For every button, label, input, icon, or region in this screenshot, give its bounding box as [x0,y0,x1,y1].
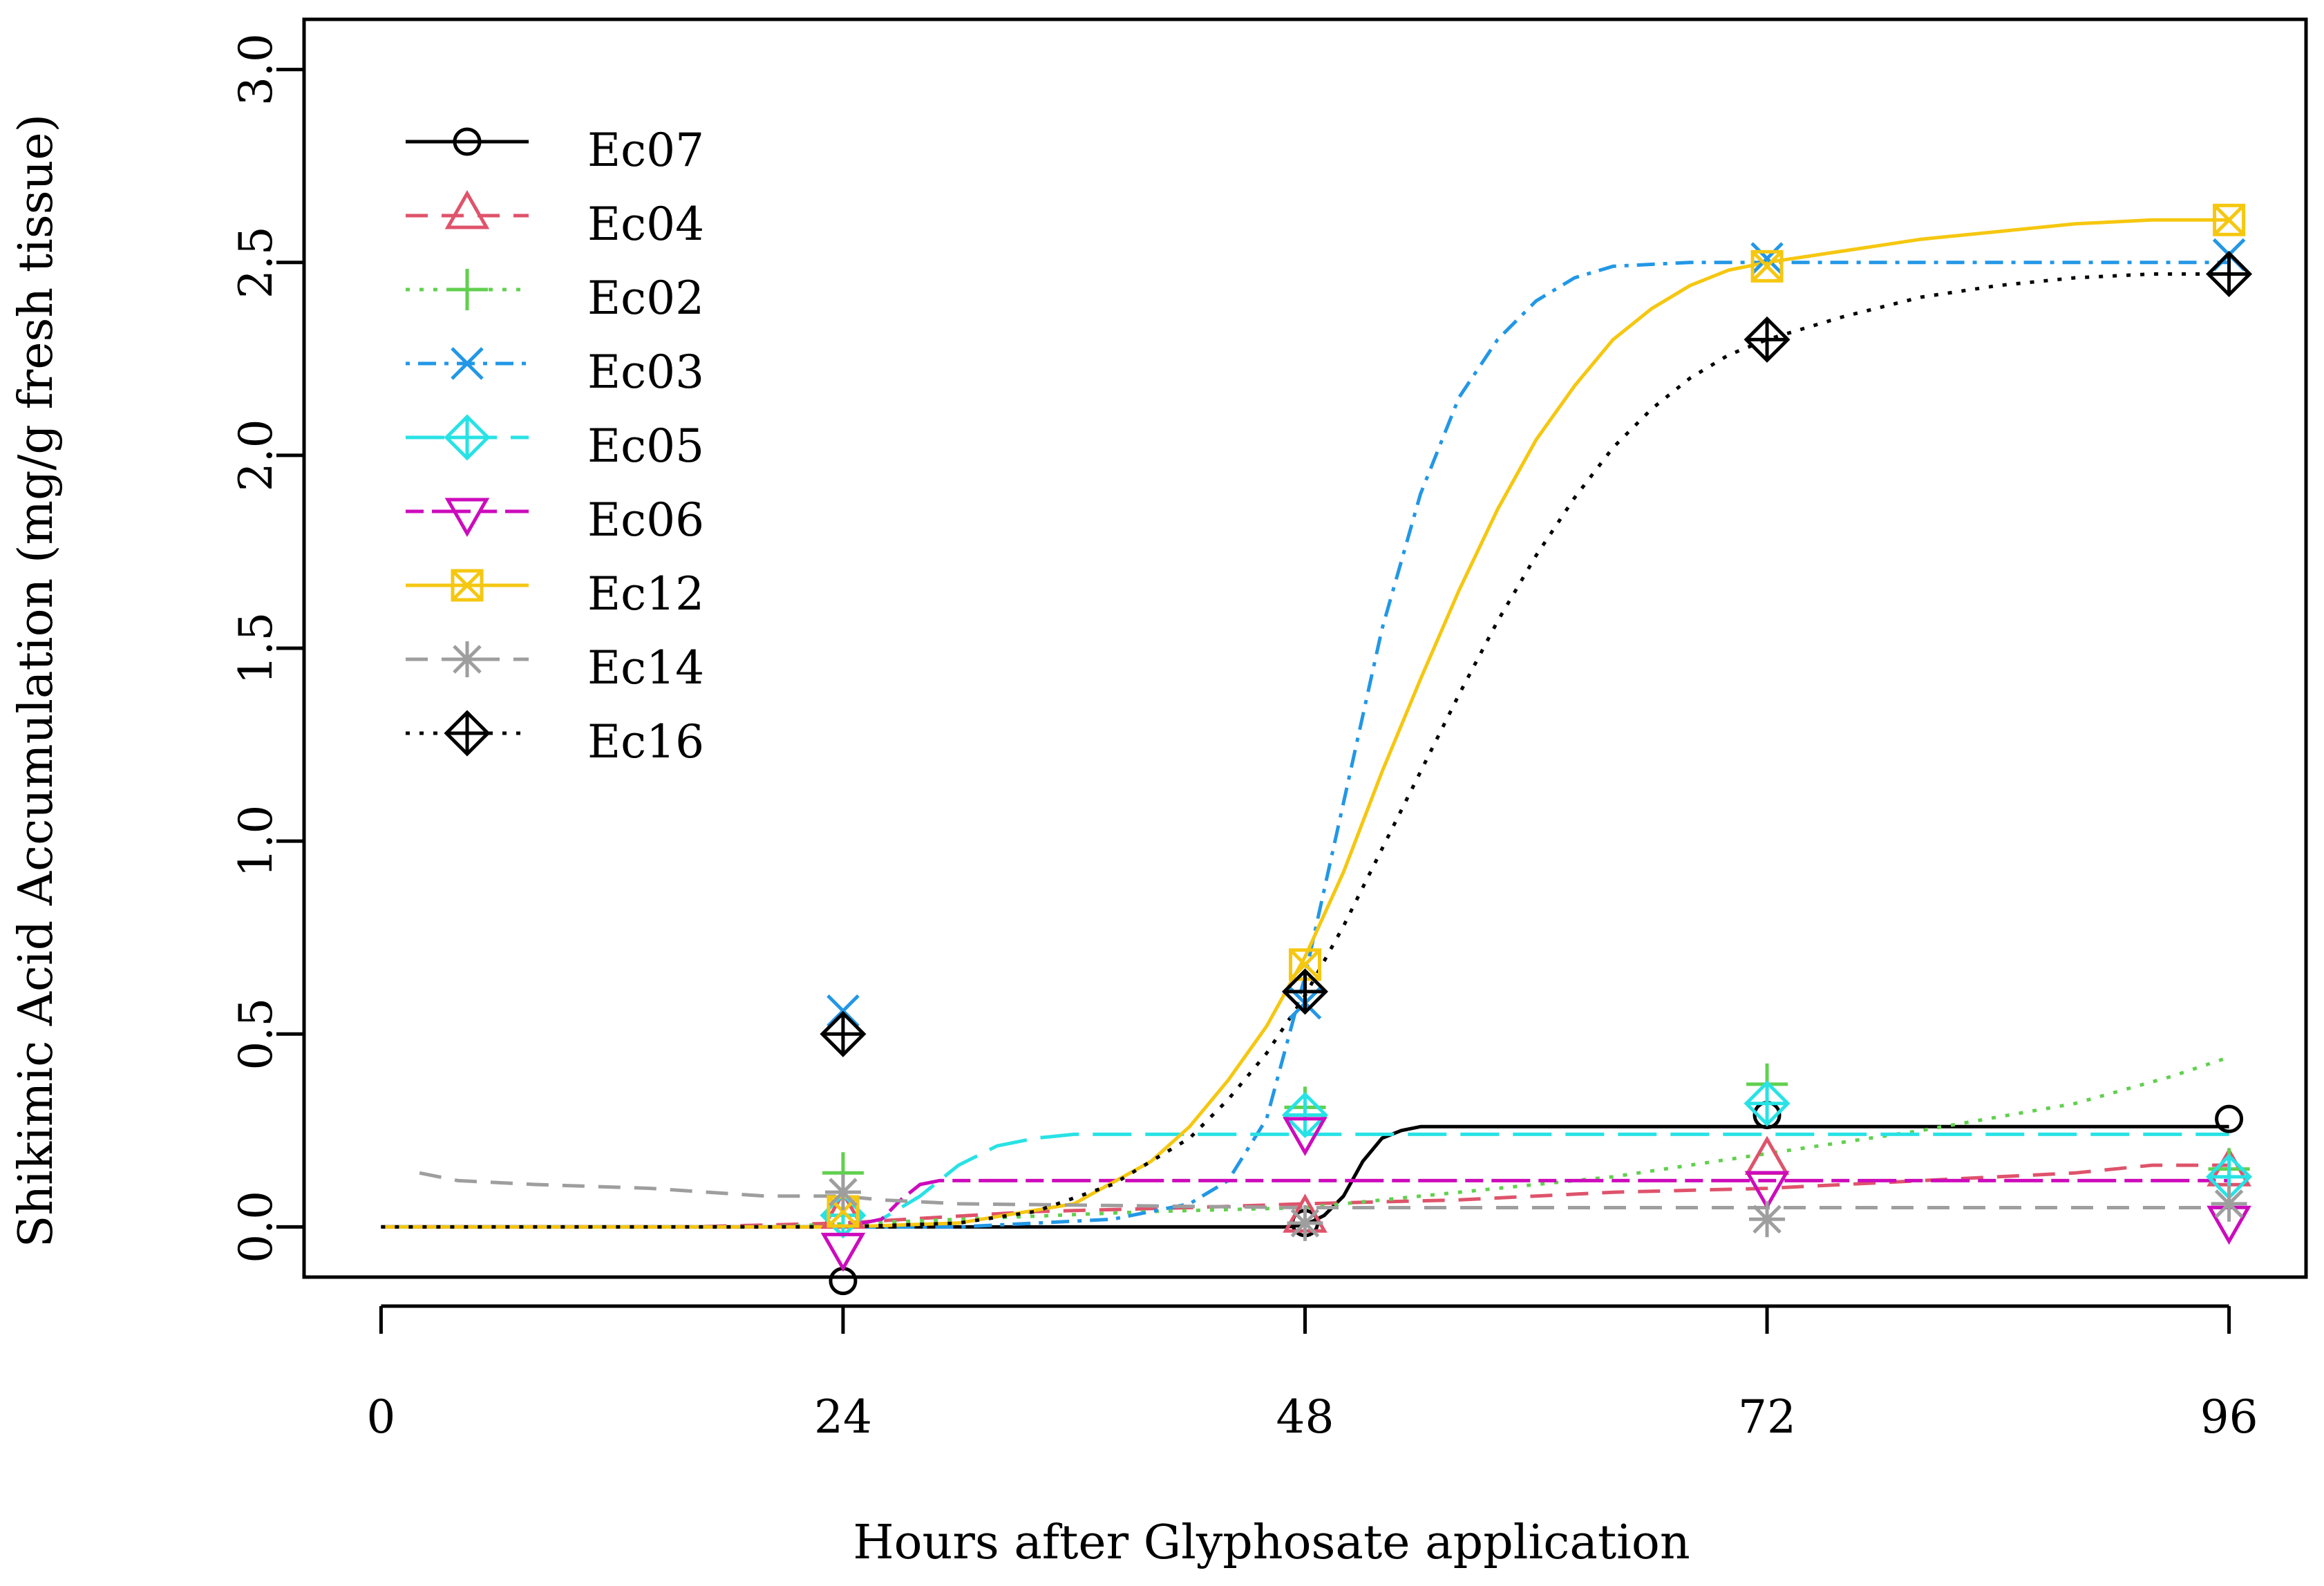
x-axis-title: Hours after Glyphosate application [853,1516,1690,1570]
x-tick-label: 72 [1738,1390,1796,1444]
point-ec07 [829,1267,858,1296]
point-ec06 [1744,1171,1790,1211]
legend-label-ec14: Ec14 [587,641,704,695]
legend-marker-ec16 [444,710,491,757]
line-ec07 [381,1124,2229,1229]
series-lines [381,218,2230,1229]
legend-label-ec06: Ec06 [587,493,704,547]
legend-marker-ec03 [451,347,484,380]
axes: 0.0 0.5 1.0 1.5 2.0 2.5 3.0 0 24 48 72 96 [229,33,2258,1444]
point-ec04 [1744,1135,1790,1176]
legend-marker-ec12 [451,569,484,602]
legend-label-ec04: Ec04 [587,198,704,251]
line-ec14 [419,1171,2229,1209]
y-tick-label: 0.0 [229,1191,283,1263]
legend-label-ec02: Ec02 [587,272,704,325]
point-ec14 [1749,1201,1786,1238]
y-tick-label: 2.5 [229,226,283,299]
series-points [820,203,2253,1296]
point-ec14 [824,1174,861,1211]
point-ec14 [2211,1185,2247,1222]
y-tick-label: 3.0 [229,33,283,106]
y-tick-label: 2.0 [229,419,283,491]
x-tick-label: 96 [2200,1390,2258,1444]
point-ec05 [1281,1091,1329,1139]
y-tick-label: 1.0 [229,805,283,878]
legend-marker-ec02 [446,269,488,310]
point-ec07 [2215,1104,2244,1133]
point-ec06 [820,1232,866,1272]
line-ec02 [381,1055,2230,1229]
legend-marker-ec07 [453,127,482,156]
legend-label-ec16: Ec16 [587,715,704,768]
legend-marker-ec04 [444,189,490,229]
y-tick-label: 1.5 [229,612,283,685]
point-ec05 [1744,1080,1791,1127]
line-ec12 [381,218,2229,1229]
y-axis-title: Shikimic Acid Accumulation (mg/g fresh t… [9,114,64,1247]
legend-label-ec03: Ec03 [587,346,704,399]
legend-marker-ec14 [449,641,485,677]
legend-marker-ec06 [444,498,490,538]
point-ec16 [820,1010,867,1057]
x-tick-label: 24 [814,1390,872,1444]
point-ec16 [2206,250,2253,298]
y-tick-label: 0.5 [229,998,283,1070]
legend: Ec07 Ec04 Ec02 Ec03 Ec05 Ec06 Ec12 Ec14 Ec16 [406,124,704,768]
legend-label-ec07: Ec07 [587,124,704,177]
legend-marker-ec05 [444,414,491,461]
point-ec16 [1744,316,1791,363]
legend-label-ec05: Ec05 [587,419,704,473]
line-ec16 [381,272,2229,1229]
x-tick-label: 48 [1276,1390,1334,1444]
point-ec06 [1283,1117,1328,1156]
point-ec14 [1287,1205,1323,1241]
x-tick-label: 0 [366,1390,395,1444]
point-ec03 [1750,242,1784,275]
point-ec16 [1281,968,1329,1015]
point-ec12 [1750,249,1784,283]
line-ec06 [381,1178,2229,1229]
legend-label-ec12: Ec12 [587,567,704,621]
point-ec12 [2213,203,2246,236]
line-ec04 [381,1163,2229,1229]
